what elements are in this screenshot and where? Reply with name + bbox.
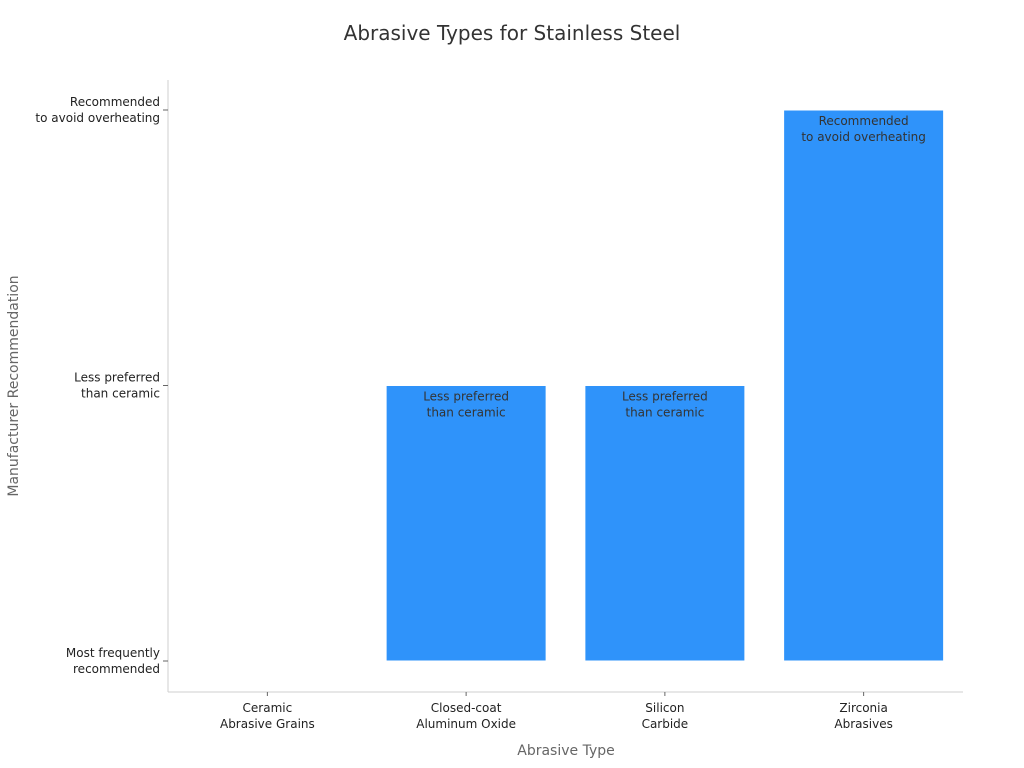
- bar-3: [783, 109, 945, 662]
- x-tick-label-1-line: Aluminum Oxide: [416, 717, 516, 731]
- bar-label-1: Less preferred than ceramic: [423, 390, 509, 420]
- y-axis-title: Manufacturer Recommendation: [6, 275, 22, 496]
- x-tick-label-3-line: Zirconia: [839, 701, 887, 715]
- x-tick-label-0-line: Ceramic: [243, 701, 293, 715]
- bar-label-2: Less preferred than ceramic: [622, 390, 708, 420]
- bar-label-3-line: to avoid overheating: [801, 130, 926, 144]
- x-tick-label-1: Closed-coat Aluminum Oxide: [416, 701, 516, 731]
- bar-label-1-line: Less preferred: [423, 390, 509, 404]
- x-tick-label-2-line: Carbide: [642, 717, 689, 731]
- x-tick-label-1-line: Closed-coat: [431, 701, 502, 715]
- bar-1: [385, 385, 547, 662]
- x-tick-label-2: Silicon Carbide: [642, 701, 689, 731]
- y-tick-label-2-line: Recommended: [70, 95, 160, 109]
- x-tick-label-3: Zirconia Abrasives: [834, 701, 892, 731]
- y-tick-label-0: Most frequently recommended: [66, 646, 160, 676]
- chart-title: Abrasive Types for Stainless Steel: [344, 21, 681, 45]
- bar-label-3-line: Recommended: [819, 114, 909, 128]
- x-tick-label-2-line: Silicon: [645, 701, 684, 715]
- y-tick-label-2-line: to avoid overheating: [35, 111, 160, 125]
- bar-label-1-line: than ceramic: [427, 406, 506, 420]
- y-tick-label-1: Less preferred than ceramic: [74, 371, 160, 401]
- bars-group: [385, 109, 945, 662]
- bar-2: [584, 385, 746, 662]
- y-tick-label-0-line: recommended: [73, 662, 160, 676]
- bar-label-3: Recommended to avoid overheating: [801, 114, 926, 144]
- y-tick-label-1-line: Less preferred: [74, 371, 160, 385]
- y-tick-label-2: Recommended to avoid overheating: [35, 95, 160, 125]
- bar-label-2-line: Less preferred: [622, 390, 708, 404]
- bar-label-2-line: than ceramic: [625, 406, 704, 420]
- x-tick-label-0-line: Abrasive Grains: [220, 717, 315, 731]
- y-tick-label-0-line: Most frequently: [66, 646, 160, 660]
- x-axis-title: Abrasive Type: [517, 743, 615, 759]
- y-tick-label-1-line: than ceramic: [81, 387, 160, 401]
- x-ticks-group: Ceramic Abrasive Grains Closed-coat Aluminu…: [220, 692, 893, 731]
- x-tick-label-0: Ceramic Abrasive Grains: [220, 701, 315, 731]
- y-ticks-group: Most frequently recommended Less preferred…: [35, 95, 168, 676]
- x-tick-label-3-line: Abrasives: [834, 717, 892, 731]
